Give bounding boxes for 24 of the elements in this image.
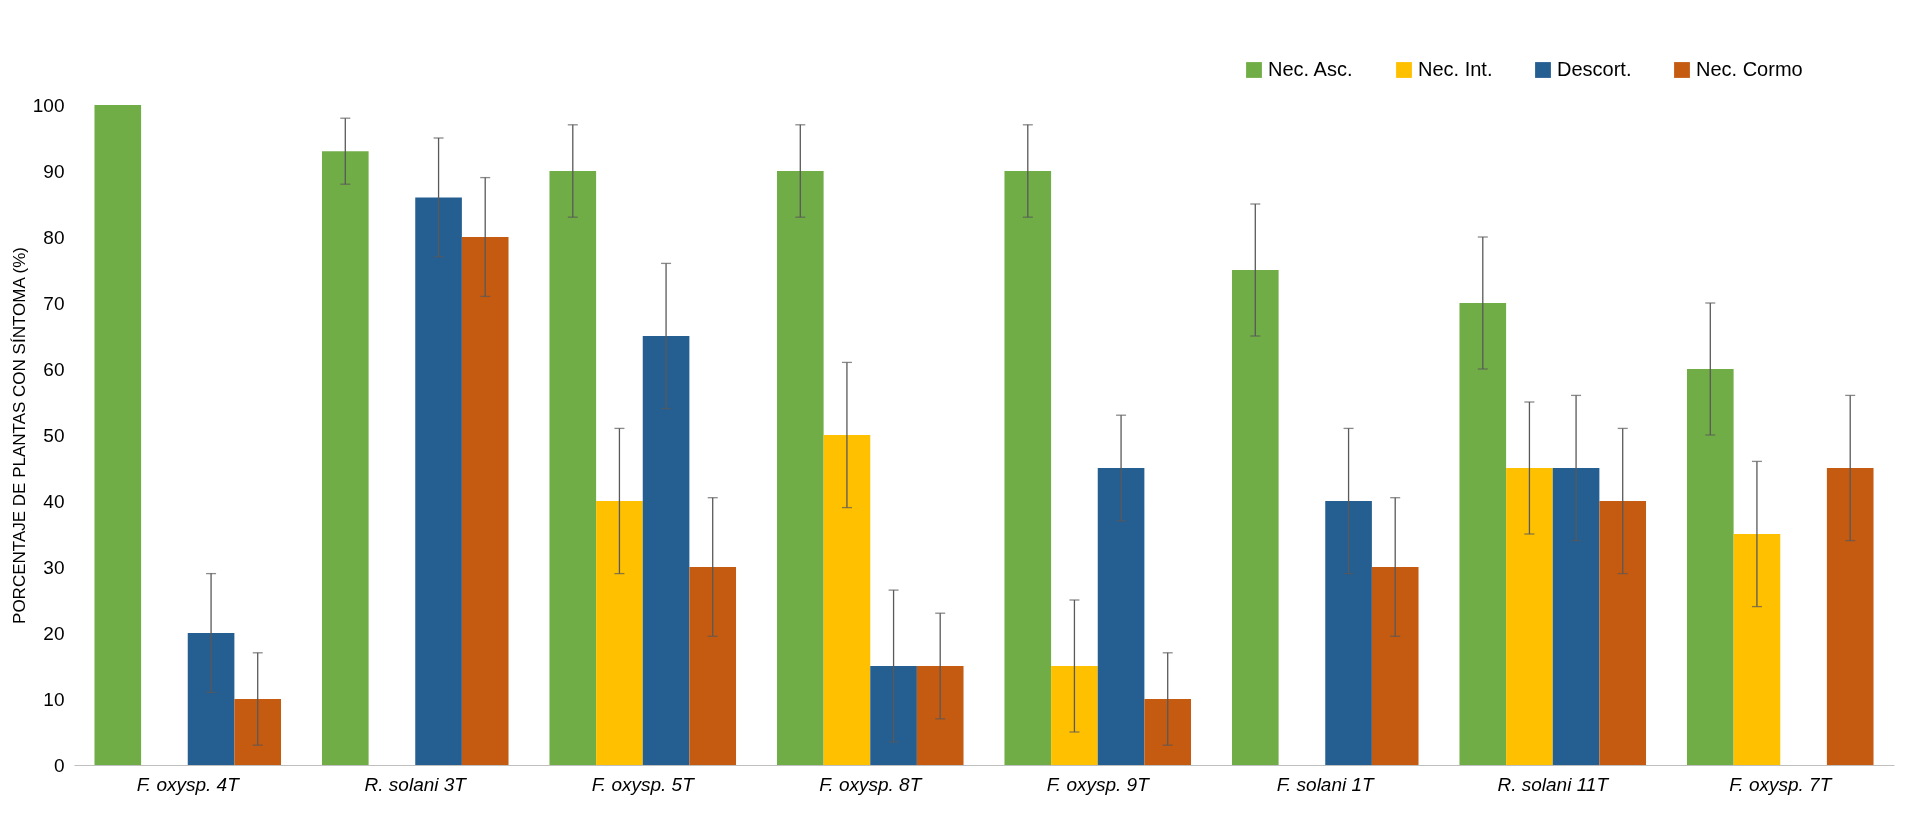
y-tick-label: 10 — [43, 688, 65, 710]
x-tick-label: R. solani 11T — [1497, 773, 1610, 795]
x-tick-label: R. solani 3T — [364, 773, 468, 795]
y-axis-title: PORCENTAJE DE PLANTAS CON SÍNTOMA (%) — [9, 247, 29, 624]
x-tick-label: F. oxysp. 4T — [136, 773, 241, 795]
legend-label: Descort. — [1557, 58, 1632, 80]
x-tick-label: F. solani 1T — [1276, 773, 1376, 795]
legend-label: Nec. Cormo — [1696, 58, 1803, 80]
x-tick-label: F. oxysp. 7T — [1729, 773, 1833, 795]
y-tick-label: 30 — [43, 556, 65, 578]
y-tick-label: 90 — [43, 160, 65, 182]
y-tick-label: 100 — [32, 94, 65, 116]
y-tick-label: 60 — [43, 358, 65, 380]
legend-label: Nec. Int. — [1418, 58, 1493, 80]
y-tick-label: 20 — [43, 622, 65, 644]
x-tick-label: F. oxysp. 8T — [819, 773, 923, 795]
y-tick-label: 0 — [53, 754, 65, 776]
x-tick-label: F. oxysp. 9T — [1046, 773, 1151, 795]
x-tick-label: F. oxysp. 5T — [591, 773, 696, 795]
y-tick-label: 70 — [43, 292, 65, 314]
y-tick-label: 80 — [43, 226, 65, 248]
y-tick-label: 40 — [43, 490, 65, 512]
legend-label: Nec. Asc. — [1268, 58, 1353, 80]
y-tick-label: 50 — [43, 424, 65, 446]
